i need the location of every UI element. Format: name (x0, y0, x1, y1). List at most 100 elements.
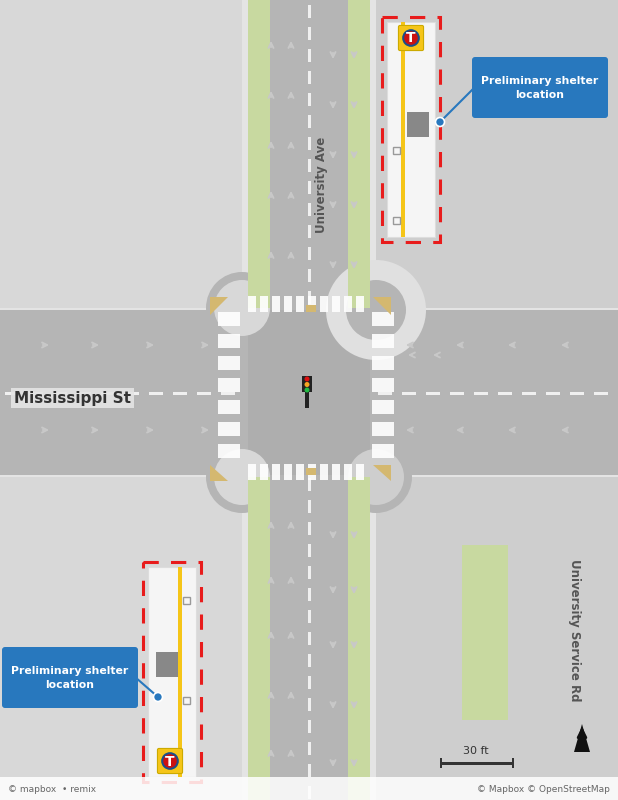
Bar (372, 312, 394, 326)
Bar (308, 478, 311, 491)
Bar (149, 392, 163, 395)
Bar (218, 334, 240, 348)
FancyBboxPatch shape (376, 477, 618, 800)
Bar (372, 334, 394, 348)
Bar (221, 392, 235, 395)
Bar (218, 378, 240, 392)
Bar (197, 392, 211, 395)
Bar (308, 676, 311, 689)
Bar (308, 291, 311, 304)
Bar (332, 464, 340, 480)
Bar (260, 464, 268, 480)
Bar (308, 588, 311, 601)
Bar (308, 5, 311, 18)
Bar (308, 742, 311, 755)
Bar (387, 22, 435, 237)
Text: University Ave: University Ave (316, 137, 329, 233)
Bar (474, 392, 488, 395)
Bar (308, 500, 311, 513)
Bar (332, 296, 340, 312)
Bar (308, 296, 316, 312)
FancyBboxPatch shape (158, 749, 182, 774)
Bar (284, 464, 292, 480)
Text: © Mapbox © OpenStreetMap: © Mapbox © OpenStreetMap (477, 786, 610, 794)
Bar (356, 464, 364, 480)
Bar (372, 356, 394, 370)
Bar (306, 468, 316, 475)
Circle shape (436, 118, 444, 126)
Bar (218, 400, 240, 414)
Polygon shape (210, 297, 228, 315)
Circle shape (402, 29, 420, 47)
Text: T: T (165, 754, 175, 769)
Bar (173, 392, 187, 395)
Bar (440, 762, 512, 765)
Bar (308, 71, 311, 84)
Bar (308, 698, 311, 711)
Bar (306, 305, 316, 312)
Bar (183, 597, 190, 604)
Bar (382, 17, 440, 242)
Bar (260, 296, 268, 312)
FancyBboxPatch shape (399, 26, 423, 50)
Bar (218, 312, 240, 326)
Bar (594, 392, 608, 395)
Bar (308, 27, 311, 40)
Circle shape (206, 441, 278, 513)
Bar (462, 545, 508, 720)
Bar (378, 392, 392, 395)
Bar (218, 444, 240, 458)
Bar (308, 181, 311, 194)
Bar (308, 93, 311, 106)
Bar (308, 115, 311, 128)
Text: Preliminary shelter
location: Preliminary shelter location (481, 75, 599, 99)
FancyBboxPatch shape (376, 0, 618, 308)
Bar (248, 0, 370, 800)
Bar (308, 203, 311, 216)
Bar (248, 0, 270, 308)
Bar (320, 464, 328, 480)
Bar (156, 652, 178, 677)
Bar (498, 392, 512, 395)
Bar (512, 758, 514, 768)
Polygon shape (373, 465, 391, 481)
Bar (308, 247, 311, 260)
Text: University Service Rd: University Service Rd (569, 558, 582, 702)
Bar (308, 610, 311, 623)
Circle shape (346, 280, 406, 340)
Circle shape (214, 280, 270, 336)
Bar (29, 392, 43, 395)
Bar (308, 566, 311, 579)
Bar (348, 0, 370, 308)
Bar (372, 444, 394, 458)
FancyBboxPatch shape (2, 647, 138, 708)
Bar (218, 356, 240, 370)
Bar (344, 296, 352, 312)
Circle shape (305, 387, 310, 393)
Text: 30 ft: 30 ft (463, 746, 489, 756)
Bar (393, 217, 400, 224)
Circle shape (348, 449, 404, 505)
Circle shape (326, 260, 426, 360)
Bar (284, 296, 292, 312)
Bar (248, 296, 256, 312)
Bar (372, 422, 394, 436)
Bar (0, 310, 618, 475)
Bar (302, 376, 312, 392)
Bar (372, 378, 394, 392)
Bar (407, 112, 429, 137)
Bar (308, 225, 311, 238)
Bar (546, 392, 560, 395)
Bar (426, 392, 440, 395)
Bar (344, 464, 352, 480)
Bar (308, 269, 311, 282)
Polygon shape (373, 297, 391, 315)
FancyBboxPatch shape (0, 0, 242, 308)
Bar (272, 296, 280, 312)
Bar (348, 477, 370, 800)
Circle shape (305, 377, 310, 382)
Bar (101, 392, 115, 395)
Bar (440, 758, 442, 768)
Circle shape (340, 441, 412, 513)
Circle shape (404, 31, 418, 45)
